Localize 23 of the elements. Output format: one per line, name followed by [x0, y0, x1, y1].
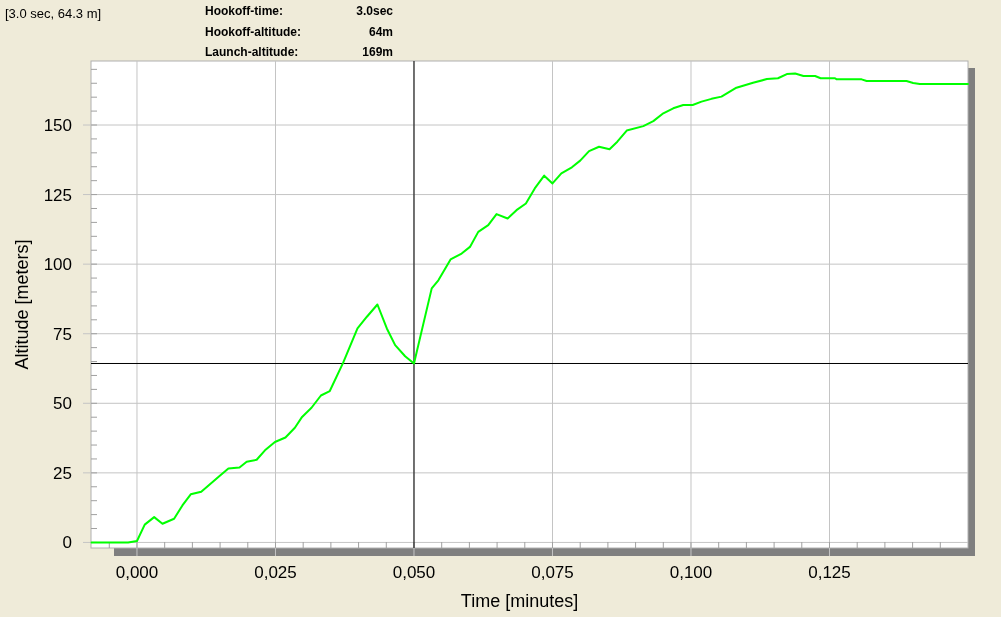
x-axis-title: Time [minutes] [460, 591, 579, 611]
text: 169m [362, 45, 393, 59]
y-tick-label: 150 [43, 115, 72, 135]
y-tick-label: 0 [62, 533, 72, 553]
y-axis-title: Altitude [meters] [12, 239, 33, 370]
text: 64m [368, 24, 393, 39]
x-tick-label: 0,025 [254, 563, 297, 582]
line-series [90, 72, 969, 544]
text: Launch-altitude: [205, 45, 299, 59]
x-tick-label: 0,050 [392, 563, 436, 582]
text: 3.0sec [356, 4, 394, 18]
y-tick-label: 75 [53, 324, 72, 344]
text: Hookoff-altitude: [205, 24, 301, 39]
y-tick-label: 100 [43, 255, 72, 275]
text: Hookoff-time: [205, 4, 283, 18]
x-tick-label: 0,100 [669, 563, 713, 582]
y-tick-label: 50 [53, 394, 72, 414]
y-tick-label: 125 [43, 185, 72, 205]
x-tick-label: 0,075 [531, 563, 574, 582]
x-tick-label: 0,125 [808, 563, 851, 582]
text: [3.0 sec, 64.3 m] [5, 6, 102, 21]
x-tick-label: 0,000 [115, 563, 159, 582]
y-tick-label: 25 [53, 463, 72, 483]
